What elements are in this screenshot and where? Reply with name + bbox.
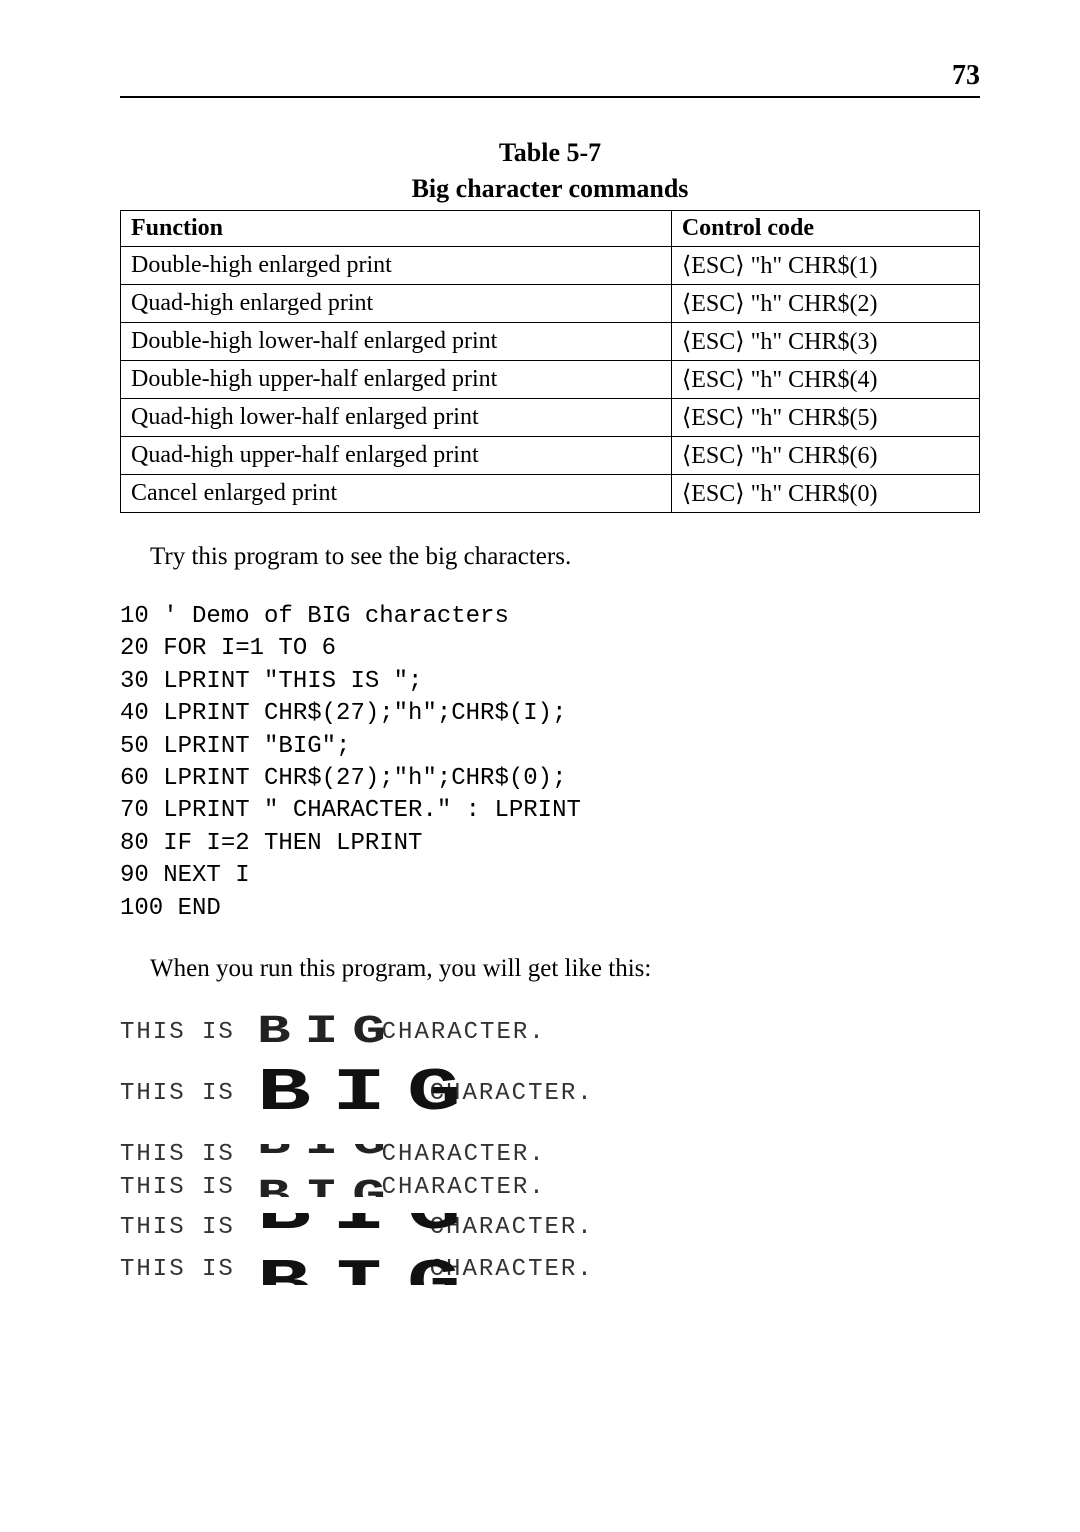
result-text: When you run this program, you will get … bbox=[120, 955, 980, 983]
output-line-5: THIS IS BIG CHARACTER. bbox=[120, 1213, 980, 1243]
table-caption-2: Big character commands bbox=[120, 174, 980, 204]
table-row: Double-high upper-half enlarged print⟨ES… bbox=[121, 361, 980, 399]
cell-function: Double-high enlarged print bbox=[121, 247, 672, 285]
cell-function: Quad-high lower-half enlarged print bbox=[121, 399, 672, 437]
table-row: Quad-high enlarged print⟨ESC⟩ "h" CHR$(2… bbox=[121, 285, 980, 323]
cell-function: Double-high lower-half enlarged print bbox=[121, 323, 672, 361]
big-text: BIG bbox=[257, 1067, 482, 1121]
table-row: Quad-high upper-half enlarged print⟨ESC⟩… bbox=[121, 437, 980, 475]
table-row: Quad-high lower-half enlarged print⟨ESC⟩… bbox=[121, 399, 980, 437]
out-left: THIS IS bbox=[120, 1080, 251, 1107]
cell-code: ⟨ESC⟩ "h" CHR$(3) bbox=[671, 323, 979, 361]
output-line-3: THIS IS BIG CHARACTER. bbox=[120, 1141, 980, 1168]
output-line-2: THIS IS BIG CHARACTER. bbox=[120, 1067, 980, 1121]
out-left: THIS IS bbox=[120, 1214, 251, 1241]
intro-text: Try this program to see the big characte… bbox=[120, 543, 980, 571]
output-line-6: THIS IS BIG CHARACTER. bbox=[120, 1255, 980, 1285]
code-listing: 10 ' Demo of BIG characters 20 FOR I=1 T… bbox=[120, 601, 980, 925]
cell-code: ⟨ESC⟩ "h" CHR$(0) bbox=[671, 475, 979, 513]
table-row: Double-high lower-half enlarged print⟨ES… bbox=[121, 323, 980, 361]
output-line-4: THIS IS BIG CHARACTER. bbox=[120, 1174, 980, 1201]
th-code: Control code bbox=[671, 211, 979, 247]
th-function: Function bbox=[121, 211, 672, 247]
cell-function: Quad-high enlarged print bbox=[121, 285, 672, 323]
big-text: BIG bbox=[257, 1144, 400, 1164]
cell-function: Cancel enlarged print bbox=[121, 475, 672, 513]
out-left: THIS IS bbox=[120, 1141, 251, 1168]
table-row: Double-high enlarged print⟨ESC⟩ "h" CHR$… bbox=[121, 247, 980, 285]
output-line-1: THIS IS BIG CHARACTER. bbox=[120, 1013, 980, 1053]
cell-code: ⟨ESC⟩ "h" CHR$(5) bbox=[671, 399, 979, 437]
cell-function: Quad-high upper-half enlarged print bbox=[121, 437, 672, 475]
page-number: 73 bbox=[120, 60, 980, 98]
table-caption-1: Table 5-7 bbox=[120, 138, 980, 168]
out-left: THIS IS bbox=[120, 1019, 251, 1046]
cell-code: ⟨ESC⟩ "h" CHR$(6) bbox=[671, 437, 979, 475]
out-left: THIS IS bbox=[120, 1174, 251, 1201]
big-text: BIG bbox=[257, 1013, 400, 1053]
cell-code: ⟨ESC⟩ "h" CHR$(1) bbox=[671, 247, 979, 285]
cell-code: ⟨ESC⟩ "h" CHR$(4) bbox=[671, 361, 979, 399]
table-row: Cancel enlarged print⟨ESC⟩ "h" CHR$(0) bbox=[121, 475, 980, 513]
big-text: BIG bbox=[257, 1213, 482, 1243]
big-text: BIG bbox=[257, 1255, 482, 1285]
output-block: THIS IS BIG CHARACTER. THIS IS BIG CHARA… bbox=[120, 1013, 980, 1285]
cell-function: Double-high upper-half enlarged print bbox=[121, 361, 672, 399]
big-text: BIG bbox=[257, 1177, 400, 1197]
cell-code: ⟨ESC⟩ "h" CHR$(2) bbox=[671, 285, 979, 323]
out-left: THIS IS bbox=[120, 1256, 251, 1283]
commands-table: Function Control code Double-high enlarg… bbox=[120, 210, 980, 513]
